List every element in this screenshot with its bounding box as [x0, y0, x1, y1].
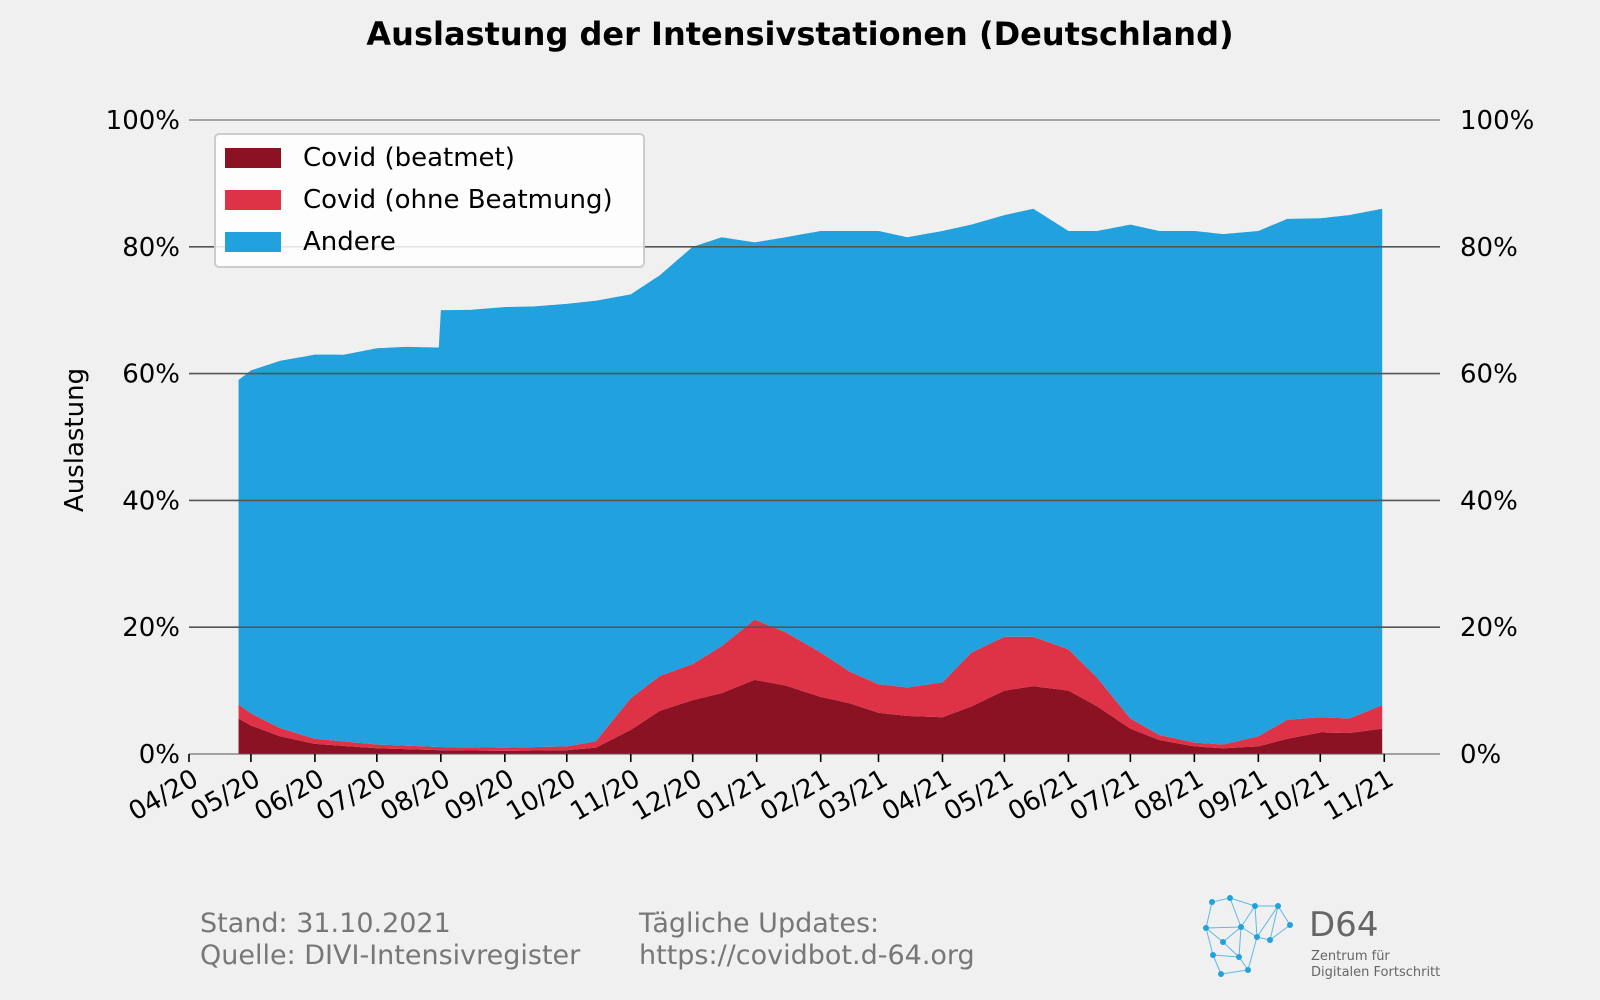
footer-source: Stand: 31.10.2021 Quelle: DIVI-Intensivr… — [200, 908, 580, 972]
logo-node — [1218, 971, 1224, 977]
logo-node — [1227, 895, 1233, 901]
x-tick-label: 10/20 — [501, 764, 581, 827]
area-series-1 — [238, 619, 1383, 751]
x-tick-label: 10/21 — [1255, 764, 1335, 827]
x-tick-label: 11/20 — [565, 764, 645, 827]
legend-swatch-0 — [225, 148, 281, 168]
logo-edge — [1212, 954, 1240, 958]
footer-updates-url: https://covidbot.d-64.org — [639, 940, 975, 971]
x-axis: 04/2005/2006/2007/2008/2009/2010/2011/20… — [124, 754, 1399, 827]
logo-edge — [1238, 926, 1242, 958]
network-icon — [1203, 895, 1293, 977]
logo-node — [1252, 903, 1258, 909]
x-tick-label: 08/20 — [376, 764, 456, 827]
chart-title: Auslastung der Intensivstationen (Deutsc… — [366, 15, 1233, 53]
y-axis-right: 0% 20% 40% 60% 80% 100% — [1460, 106, 1534, 770]
logo-edge — [1247, 936, 1258, 971]
logo-edge — [1229, 897, 1256, 907]
logo-edge — [1222, 941, 1240, 958]
legend-swatch-2 — [225, 232, 281, 252]
logo-node — [1287, 922, 1293, 928]
legend-label-2: Andere — [303, 227, 396, 257]
y-axis-left: 0% 20% 40% 60% 80% 100% — [106, 106, 180, 770]
logo-edge — [1256, 905, 1279, 938]
logo-node — [1210, 952, 1216, 958]
y-tick-label-left: 60% — [122, 360, 180, 390]
x-tick-label: 09/20 — [440, 764, 520, 827]
y-tick-label-left: 80% — [122, 233, 180, 263]
legend-label-1: Covid (ohne Beatmung) — [303, 185, 613, 215]
x-tick-label: 06/20 — [250, 764, 330, 827]
logo-edge — [1240, 926, 1258, 938]
y-tick-label-left: 40% — [122, 486, 180, 516]
logo-edge — [1254, 905, 1258, 938]
logo-edge — [1212, 954, 1222, 975]
y-tick-label-right: 80% — [1460, 233, 1518, 263]
area-series-0 — [238, 679, 1383, 754]
x-tick-label: 04/20 — [124, 764, 204, 827]
x-tick-label: 08/21 — [1129, 764, 1209, 827]
x-tick-label: 04/21 — [877, 764, 957, 827]
area-series-group — [238, 208, 1383, 754]
y-tick-label-right: 60% — [1460, 360, 1518, 390]
logo-title: D64 — [1309, 905, 1378, 945]
y-tick-label-right: 100% — [1460, 106, 1534, 136]
footer-updates: Tägliche Updates: https://covidbot.d-64.… — [639, 908, 975, 972]
x-tick-label: 11/21 — [1319, 764, 1399, 827]
logo-node — [1209, 899, 1215, 905]
logo-edge — [1205, 927, 1224, 943]
x-tick-label: 09/21 — [1193, 764, 1273, 827]
x-tick-label: 07/21 — [1065, 764, 1145, 827]
logo-node — [1267, 937, 1273, 943]
logo-edge — [1211, 897, 1231, 903]
logo-edge — [1240, 905, 1256, 928]
logo-edge — [1205, 926, 1242, 929]
logo-node — [1245, 967, 1251, 973]
footer-stand: Stand: 31.10.2021 — [200, 908, 451, 939]
logo-edge — [1269, 905, 1279, 941]
footer-updates-label: Tägliche Updates: — [639, 908, 880, 939]
y-tick-label-left: 0% — [139, 740, 180, 770]
logo-subtitle-1: Zentrum für — [1311, 949, 1390, 964]
logo-node — [1238, 924, 1244, 930]
y-tick-label-right: 0% — [1460, 740, 1501, 770]
logo-edge — [1277, 905, 1291, 926]
y-tick-label-right: 20% — [1460, 613, 1518, 643]
logo-node — [1236, 954, 1242, 960]
legend-label-0: Covid (beatmet) — [303, 143, 515, 173]
y-axis-label: Auslastung — [60, 368, 90, 512]
logo-subtitle-2: Digitalen Fortschritt — [1311, 965, 1440, 980]
x-tick-label: 06/21 — [1003, 764, 1083, 827]
logo-edge — [1222, 926, 1242, 943]
logo-edge — [1205, 901, 1213, 929]
legend-swatch-1 — [225, 190, 281, 210]
legend: Covid (beatmet) Covid (ohne Beatmung) Ande… — [214, 133, 645, 268]
footer-quelle: Quelle: DIVI-Intensivregister — [200, 940, 581, 971]
gridlines — [189, 119, 1440, 755]
logo-node — [1220, 939, 1226, 945]
x-tick-label: 05/21 — [939, 764, 1019, 827]
x-tick-label: 12/20 — [627, 764, 707, 827]
logo-node — [1275, 903, 1281, 909]
logo-edge — [1220, 969, 1249, 975]
area-series-2 — [238, 208, 1383, 748]
y-tick-label-left: 20% — [122, 613, 180, 643]
x-tick-label: 05/20 — [186, 764, 266, 827]
legend-box — [214, 133, 645, 268]
logo-node — [1254, 934, 1260, 940]
logo-edge — [1229, 897, 1242, 928]
logo-edge — [1205, 927, 1214, 956]
y-tick-label-left: 100% — [106, 106, 180, 136]
x-tick-label: 07/20 — [312, 764, 392, 827]
d64-logo: D64 Zentrum für Digitalen Fortschritt — [1203, 895, 1440, 980]
y-tick-label-right: 40% — [1460, 486, 1518, 516]
x-tick-label: 01/21 — [691, 764, 771, 827]
logo-edge — [1269, 924, 1291, 941]
logo-node — [1203, 925, 1209, 931]
